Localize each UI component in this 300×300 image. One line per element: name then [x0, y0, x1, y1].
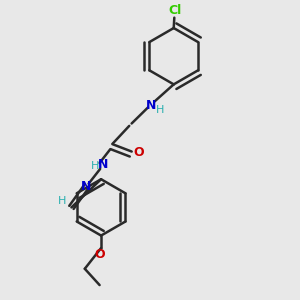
- Text: N: N: [146, 99, 157, 112]
- Text: H: H: [58, 196, 66, 206]
- Text: O: O: [134, 146, 144, 159]
- Text: N: N: [98, 158, 108, 171]
- Text: H: H: [156, 106, 164, 116]
- Text: H: H: [91, 161, 99, 171]
- Text: Cl: Cl: [169, 4, 182, 17]
- Text: N: N: [81, 180, 92, 193]
- Text: O: O: [94, 248, 105, 261]
